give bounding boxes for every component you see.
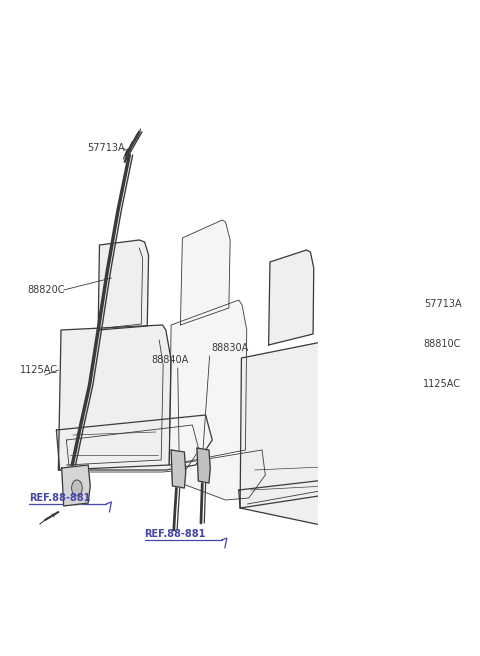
Polygon shape bbox=[171, 450, 186, 488]
Text: 88820C: 88820C bbox=[28, 285, 65, 295]
Polygon shape bbox=[372, 460, 396, 497]
Polygon shape bbox=[372, 494, 394, 520]
Text: 1125AC: 1125AC bbox=[20, 365, 58, 375]
Text: REF.88-881: REF.88-881 bbox=[144, 529, 206, 539]
Circle shape bbox=[378, 477, 387, 491]
Polygon shape bbox=[56, 415, 212, 470]
Polygon shape bbox=[169, 300, 247, 465]
Polygon shape bbox=[197, 448, 210, 483]
Circle shape bbox=[72, 480, 82, 496]
Text: REF.88-881: REF.88-881 bbox=[29, 493, 91, 503]
Polygon shape bbox=[239, 475, 370, 528]
Polygon shape bbox=[269, 250, 314, 345]
Polygon shape bbox=[171, 450, 265, 500]
Polygon shape bbox=[180, 220, 230, 325]
Polygon shape bbox=[59, 325, 171, 470]
Polygon shape bbox=[62, 465, 90, 506]
Text: 1125AC: 1125AC bbox=[423, 379, 461, 389]
Polygon shape bbox=[98, 240, 149, 330]
Text: 88830A: 88830A bbox=[211, 343, 248, 353]
Text: 57713A: 57713A bbox=[87, 143, 125, 153]
Text: 88840A: 88840A bbox=[151, 355, 189, 365]
Text: 88810C: 88810C bbox=[423, 339, 460, 349]
Text: 57713A: 57713A bbox=[424, 299, 462, 309]
Polygon shape bbox=[240, 340, 339, 508]
